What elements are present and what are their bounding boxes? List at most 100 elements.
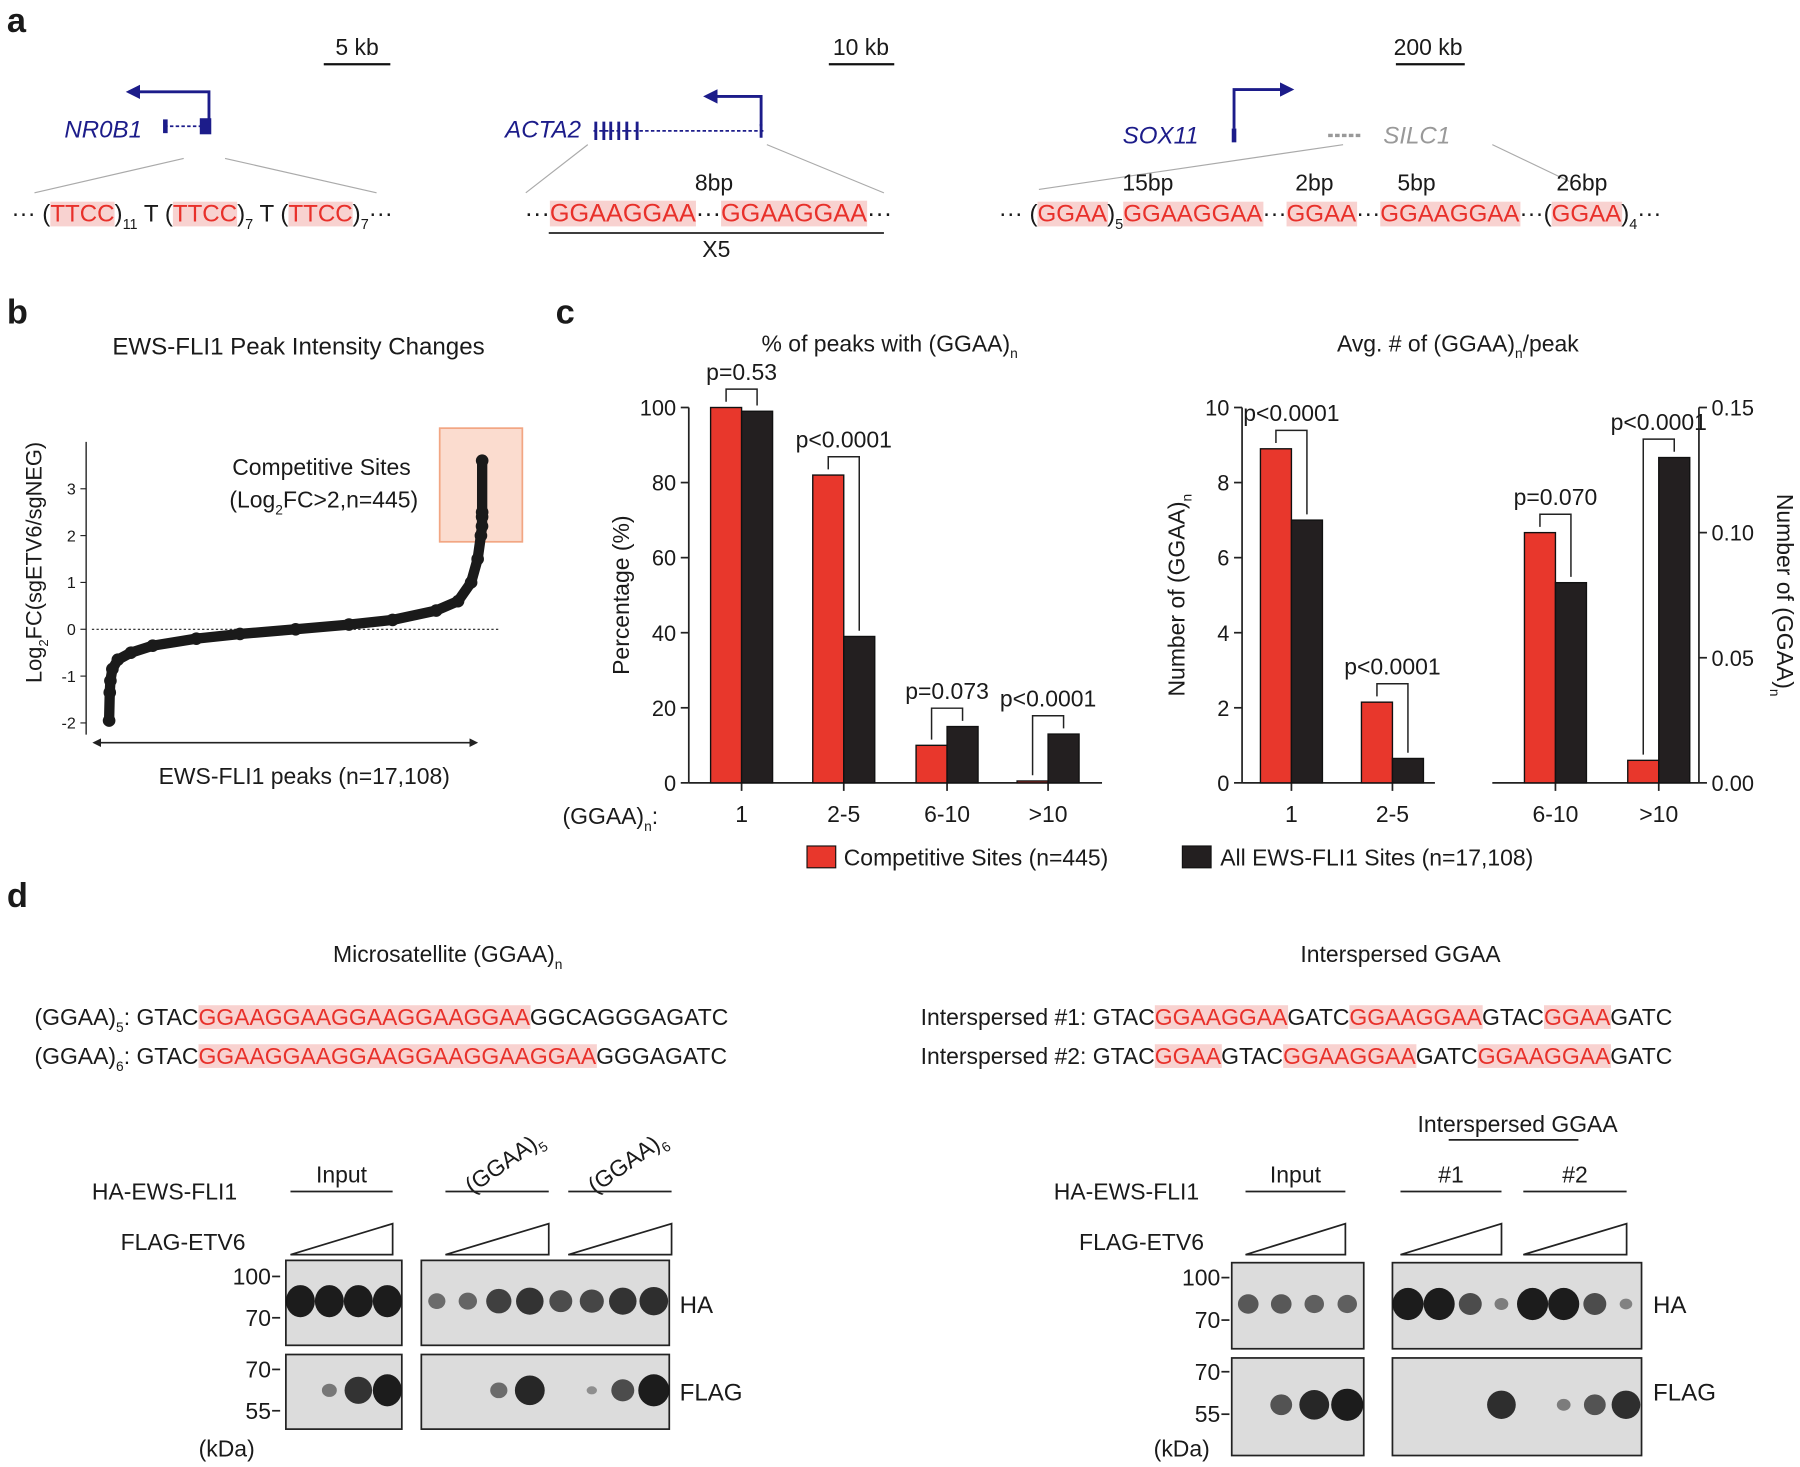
band	[1337, 1294, 1358, 1314]
tss-arrow	[1232, 82, 1295, 129]
peak-point	[475, 519, 489, 533]
y-tick-label: 80	[652, 471, 676, 496]
motif: GGAAGGAA	[1155, 1004, 1288, 1030]
gene-name: SILC1	[1383, 122, 1450, 149]
motif-highlight	[1123, 201, 1264, 227]
text-run: GTAC	[1482, 1004, 1544, 1030]
subscript: 2	[36, 639, 51, 646]
motif: GGAAGGAA	[1283, 1043, 1416, 1069]
motif: GGAA	[1287, 201, 1358, 228]
text-run: Number of (GGAA)	[1164, 501, 1190, 696]
p-value: p<0.0001	[1611, 409, 1707, 435]
text-run: (GGAA)	[460, 1130, 542, 1198]
motif: GGAAGGAA	[721, 200, 867, 228]
bar	[1658, 456, 1691, 784]
text-run: (Log	[229, 486, 275, 512]
legend-swatch	[1181, 845, 1212, 869]
panel-label: d	[7, 877, 28, 915]
text-run: (GGAA)	[563, 803, 645, 829]
motif-highlight	[172, 201, 238, 227]
text-run: Microsatellite (GGAA)	[333, 941, 555, 967]
x-tick-label: 6-10	[1532, 801, 1578, 827]
subscript: n	[555, 957, 563, 972]
y-tick-label: 0	[664, 771, 676, 796]
peak-point	[289, 622, 302, 636]
scale-label: 10 kb	[833, 34, 889, 60]
motif: TTCC	[288, 201, 352, 228]
motif-highlight	[1551, 201, 1623, 227]
peak-point	[471, 552, 484, 566]
text-run: : GTAC	[124, 1043, 199, 1069]
band	[1270, 1294, 1292, 1314]
panel-label: b	[7, 294, 28, 332]
y-tick-label: 4	[1217, 621, 1229, 646]
band	[639, 1286, 669, 1316]
motif-highlight	[1154, 1005, 1289, 1029]
subscript: n	[1180, 494, 1195, 502]
band	[1556, 1398, 1571, 1411]
text-run: Avg. # of (GGAA)	[1337, 330, 1515, 356]
group-label: #1	[1438, 1161, 1464, 1187]
y2-axis-label: Number of (GGAA)n	[1767, 494, 1798, 697]
text-run: )	[115, 201, 123, 228]
y-axis-label: Log2FC(sgETV6/sgNEG)	[21, 442, 51, 683]
annotation: (Log2FC>2,n=445)	[229, 486, 418, 517]
spacer-label: 2bp	[1295, 170, 1333, 196]
probe-sequence: (GGAA)6: GTACGGAAGGAAGGAAGGAAGGAAGGAAGGG…	[34, 1043, 727, 1074]
text-run: ···	[525, 200, 550, 228]
band	[516, 1287, 544, 1315]
panel-a: 5 kb 10 kb 200 kb NR0B1 ACTA2 SOX11 SILC…	[34, 34, 1570, 234]
zoom-line	[1492, 144, 1570, 182]
legend-label: All EWS-FLI1 Sites (n=17,108)	[1220, 845, 1533, 871]
text-run: GGGAGATC	[596, 1043, 727, 1069]
y-tick-label: 0.15	[1712, 396, 1754, 421]
p-value: p=0.070	[1514, 484, 1598, 510]
x-tick-label: 1	[735, 801, 748, 827]
mw-label: 70	[1195, 1359, 1221, 1385]
text-run: )	[353, 201, 361, 228]
probe-sequence: Interspersed #1: GTACGGAAGGAAGATCGGAAGGA…	[921, 1004, 1673, 1030]
text-run: Number of (GGAA)	[1772, 494, 1798, 689]
y-axis-label: Number of (GGAA)n	[1164, 494, 1195, 697]
exon	[163, 119, 168, 134]
bar	[1016, 780, 1049, 784]
band	[1304, 1294, 1325, 1314]
band	[579, 1289, 604, 1313]
bar	[1360, 701, 1394, 784]
scale-label: 200 kb	[1394, 34, 1463, 60]
band	[1392, 1287, 1424, 1321]
bar	[740, 410, 774, 784]
y-tick-label: 2	[67, 527, 76, 545]
bar	[709, 406, 743, 784]
gene-name: SOX11	[1123, 122, 1199, 149]
y-tick-label: 0	[67, 621, 76, 639]
band	[486, 1288, 512, 1314]
row-label: HA-EWS-FLI1	[1054, 1179, 1199, 1205]
motif: TTCC	[50, 201, 114, 228]
band	[321, 1383, 337, 1397]
sequence: ···GGAAGGAA···GGAAGGAA···	[525, 200, 893, 228]
band	[428, 1293, 446, 1310]
text-run: ···	[696, 200, 721, 228]
panel-label: c	[556, 294, 575, 332]
x-tick-label: >10	[1029, 801, 1068, 827]
unit-label: (kDa)	[1154, 1436, 1210, 1462]
antibody-label: HA	[1653, 1292, 1687, 1319]
annotation: Competitive Sites	[232, 454, 410, 480]
band	[372, 1374, 402, 1407]
text-run: /peak	[1523, 330, 1580, 356]
peak-point	[111, 653, 125, 667]
motif-highlight	[1380, 201, 1521, 227]
text-run: GATC	[1416, 1043, 1478, 1069]
bar	[1554, 581, 1588, 784]
peak-point	[475, 454, 489, 467]
legend-swatch	[806, 845, 837, 869]
zoom-line	[525, 144, 589, 194]
motif-highlight	[1349, 1005, 1483, 1029]
bar	[1047, 733, 1080, 784]
subscript: 7	[245, 217, 253, 233]
titration-wedge	[568, 1222, 673, 1256]
bar	[1523, 531, 1557, 784]
y-tick-label: 0.05	[1712, 646, 1754, 671]
x-tick-label: 2-5	[827, 801, 860, 827]
